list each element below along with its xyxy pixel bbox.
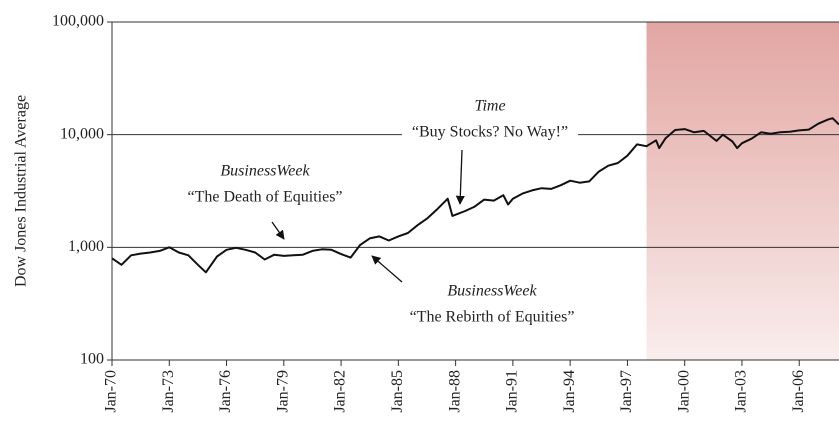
dow-line bbox=[111, 117, 839, 274]
x-tick-label: Jan-79 bbox=[274, 370, 291, 413]
x-tick-label: Jan-94 bbox=[561, 370, 578, 413]
x-tick-label: Jan-91 bbox=[504, 370, 521, 413]
x-tick-label: Jan-70 bbox=[103, 370, 120, 413]
shaded-region bbox=[646, 22, 839, 360]
annotation-source: Time bbox=[474, 98, 505, 115]
annotation-arrow bbox=[455, 149, 465, 205]
annotation-arrow bbox=[271, 221, 285, 240]
annotation-headline: “Buy Stocks? No Way!” bbox=[412, 124, 568, 141]
y-tick-label: 10,000 bbox=[60, 125, 104, 142]
y-axis-label: Dow Jones Industrial Average bbox=[13, 95, 30, 287]
x-tick-label: Jan-03 bbox=[733, 370, 750, 413]
annotation-headline: “The Rebirth of Equities” bbox=[410, 309, 575, 326]
x-tick-label: Jan-00 bbox=[675, 370, 692, 413]
x-tick-label: Jan-73 bbox=[160, 370, 177, 413]
x-tick-label: Jan-85 bbox=[389, 370, 406, 413]
y-tick-label: 100 bbox=[80, 351, 104, 368]
x-tick-label: Jan-76 bbox=[217, 370, 234, 413]
x-tick-label: Jan-88 bbox=[446, 370, 463, 413]
x-tick-label: Jan-82 bbox=[332, 370, 349, 413]
y-tick-label: 100,000 bbox=[52, 13, 104, 30]
annotation-source: BusinessWeek bbox=[220, 163, 310, 180]
y-tick-label: 1,000 bbox=[68, 238, 104, 255]
annotation-source: BusinessWeek bbox=[447, 283, 537, 300]
annotation-background bbox=[401, 121, 579, 143]
annotation-arrow bbox=[371, 255, 403, 283]
x-tick-label: Jan-06 bbox=[790, 370, 807, 413]
x-tick-label: Jan-97 bbox=[618, 370, 635, 413]
annotation-headline: “The Death of Equities” bbox=[187, 189, 342, 206]
